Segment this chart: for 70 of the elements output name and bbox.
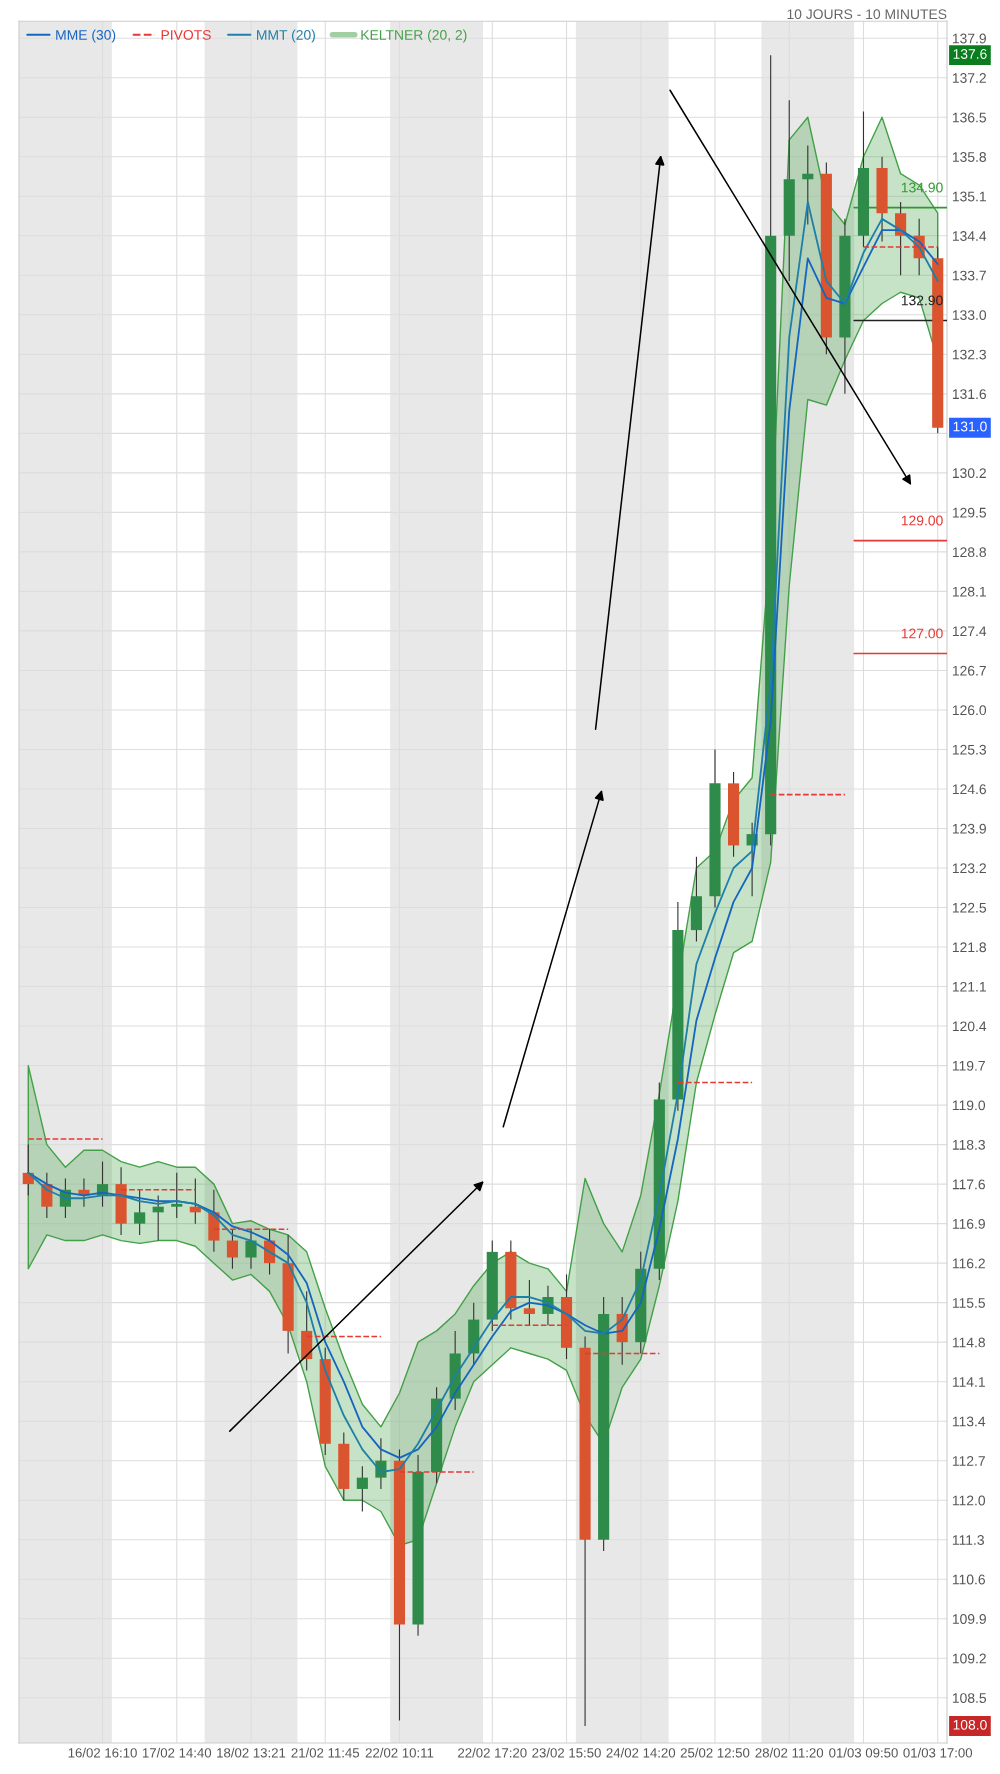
candlestick [356,1465,368,1513]
ref-line-label: 127.00 [901,628,943,639]
y-tick-label: 133.7 [952,270,986,281]
x-tick-label: 22/02 10:11 [365,1747,434,1758]
x-tick-label: 01/03 09:50 [829,1747,898,1758]
text: 137.6 [953,49,987,59]
legend-label: MMT (20) [257,29,315,43]
y-tick-label: 126.7 [952,665,986,676]
y-tick-label: 137.9 [952,33,986,44]
annotation: 131.0 [953,421,987,432]
y-tick-label: 109.9 [952,1614,986,1624]
x-tick-label: 01/03 17:00 [903,1747,973,1758]
y-tick-label: 123.2 [952,863,986,874]
y-tick-label: 116.2 [952,1258,985,1269]
y-tick-label: 126.0 [952,705,987,716]
y-tick-label: 131.6 [952,389,987,400]
y-tick-label: 122.5 [952,902,987,913]
y-tick-label: 133.0 [952,310,987,320]
x-tick-label: 18/02 13:21 [217,1747,286,1758]
y-tick-label: 121.8 [952,942,987,953]
y-tick-label: 109.2 [952,1653,986,1664]
y-tick-label: 117.6 [952,1179,985,1190]
text: 108.0 [953,1719,987,1730]
y-tick-label: 127.4 [952,626,987,636]
y-tick-label: 111.3 [952,1535,984,1545]
candlestick [226,1228,239,1270]
y-tick-label: 112.0 [952,1495,986,1506]
y-tick-label: 113.4 [952,1416,986,1427]
candlestick [245,1228,257,1270]
x-tick-label: 25/02 12:50 [680,1747,750,1758]
y-tick-label: 112.7 [952,1456,985,1466]
y-tick-label: 132.3 [952,349,987,360]
y-tick-label: 118.3 [952,1139,985,1150]
y-tick-label: 129.5 [952,507,987,518]
y-tick-label: 123.9 [952,823,986,834]
chart-subtitle: 10 JOURS - 10 MINUTES [787,9,947,20]
y-tick-label: 137.2 [952,73,986,83]
legend-label: KELTNER (20, 2) [361,29,467,43]
candlestick [134,1189,146,1236]
y-tick-label: 125.3 [952,744,987,755]
y-tick-label: 116.9 [952,1218,985,1229]
y-tick-label: 120.4 [952,1021,987,1032]
y-tick-label: 135.8 [952,152,987,162]
y-tick-label: 119.7 [952,1060,985,1071]
legend-label: MME (30) [56,29,116,43]
x-tick-label: 16/02 16:10 [68,1747,137,1758]
y-tick-label: 115.5 [952,1298,986,1308]
legend-label: PIVOTS [161,29,211,40]
y-tick-label: 128.1 [952,586,986,597]
x-tick-label: 28/02 11:20 [755,1747,824,1758]
ref-line-label: 129.00 [901,515,943,526]
y-tick-label: 114.8 [952,1337,985,1348]
y-tick-label: 121.1 [952,981,986,992]
x-tick-label: 23/02 15:50 [532,1747,601,1758]
candlestick [171,1172,183,1219]
x-tick-label: 22/02 17:20 [458,1747,527,1758]
y-tick-label: 130.2 [952,468,986,479]
y-tick-label: 114.1 [952,1377,985,1387]
candlestick [523,1279,535,1326]
y-tick-label: 134.4 [952,231,987,241]
y-tick-label: 108.5 [952,1693,987,1703]
y-tick-label: 136.5 [952,112,987,123]
y-tick-label: 128.8 [952,547,987,558]
x-tick-label: 17/02 14:40 [142,1747,212,1758]
y-tick-label: 124.6 [952,784,987,795]
y-tick-label: 110.6 [952,1574,985,1585]
y-tick-label: 119.0 [952,1100,986,1111]
x-tick-label: 24/02 14:20 [606,1747,676,1758]
x-tick-label: 21/02 11:45 [291,1747,360,1758]
y-tick-label: 135.1 [952,191,986,202]
